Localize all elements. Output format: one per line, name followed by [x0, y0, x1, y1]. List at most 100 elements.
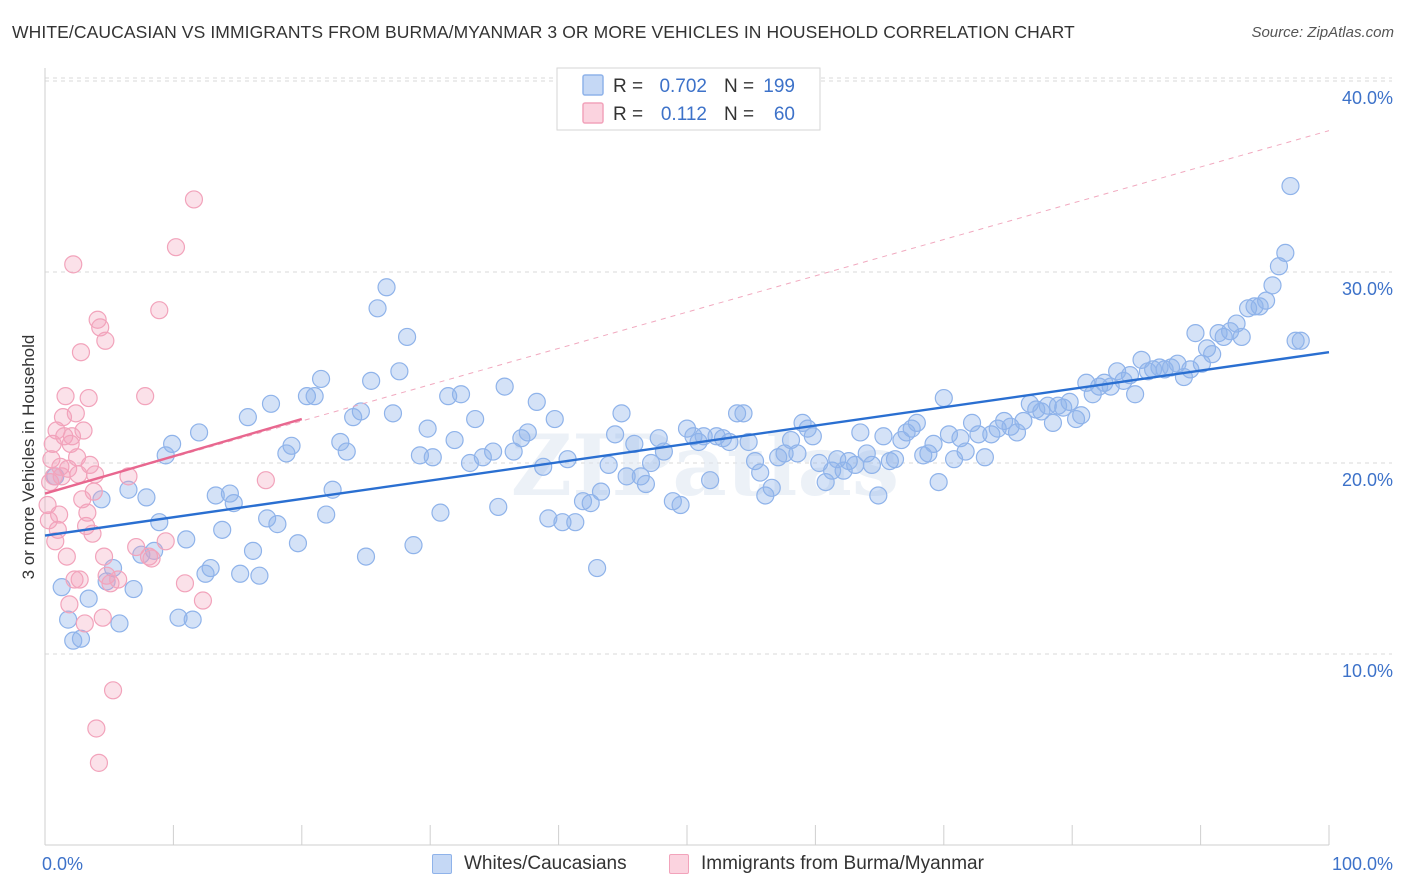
data-point-burma: [84, 482, 103, 501]
data-point-burma: [93, 608, 112, 627]
data-point-burma: [256, 471, 275, 490]
data-point-whites: [751, 463, 770, 482]
data-point-whites: [869, 486, 888, 505]
data-point-burma: [50, 505, 69, 524]
data-point-whites: [762, 478, 781, 497]
data-point-whites: [566, 513, 585, 532]
data-point-burma: [94, 547, 114, 566]
data-point-whites: [677, 419, 697, 438]
data-point-whites: [311, 369, 331, 389]
legend-r-value: 0.112: [661, 104, 707, 125]
data-point-whites: [183, 610, 202, 629]
legend-n-label: N =: [724, 76, 754, 97]
data-point-burma: [136, 387, 155, 406]
data-point-burma: [96, 331, 115, 350]
data-point-whites: [1245, 297, 1264, 316]
data-point-whites: [962, 413, 982, 432]
data-point-whites: [756, 486, 775, 505]
data-point-whites: [418, 419, 437, 438]
data-point-burma: [166, 238, 186, 257]
series-burma-points: [38, 190, 275, 772]
data-point-whites: [1014, 411, 1033, 431]
data-point-whites: [337, 442, 356, 461]
data-point-whites: [377, 278, 396, 297]
data-point-whites: [553, 513, 572, 532]
data-point-burma: [127, 537, 146, 557]
data-point-whites: [1186, 324, 1205, 343]
data-point-whites: [591, 482, 611, 501]
data-point-whites: [671, 495, 690, 515]
data-point-burma: [66, 404, 85, 423]
data-point-burma: [60, 595, 79, 614]
data-point-whites: [258, 509, 277, 528]
data-point-whites: [857, 444, 876, 463]
data-point-burma: [78, 503, 97, 522]
data-point-whites: [701, 471, 720, 490]
data-point-burma: [79, 388, 98, 408]
data-point-whites: [261, 394, 281, 413]
data-point-whites: [605, 425, 625, 444]
data-point-whites: [1256, 291, 1276, 310]
data-point-whites: [473, 448, 492, 467]
data-point-whites: [231, 564, 250, 583]
data-point-burma: [142, 549, 161, 568]
data-point-whites: [495, 377, 514, 396]
data-point-whites: [489, 497, 508, 517]
data-point-whites: [684, 427, 703, 446]
data-point-whites: [213, 520, 232, 539]
data-point-whites: [397, 327, 417, 347]
data-point-whites: [1043, 413, 1063, 432]
data-point-whites: [588, 558, 607, 578]
data-point-whites: [1276, 243, 1295, 262]
legend-label-whites: Whites/Caucasians: [464, 853, 627, 874]
data-point-whites: [902, 419, 921, 438]
data-point-burma: [139, 547, 159, 566]
data-point-whites: [924, 434, 943, 453]
data-point-burma: [89, 753, 109, 772]
legend-r-label: R =: [613, 104, 643, 125]
data-point-whites: [834, 461, 853, 480]
data-point-whites: [79, 589, 98, 608]
y-tick-label: 20.0%: [1342, 470, 1393, 490]
legend-n-label: N =: [724, 104, 754, 125]
tick-labels: 10.0% 20.0% 30.0% 40.0% 0.0% 100.0%: [42, 88, 1393, 874]
data-point-whites: [862, 455, 881, 475]
trend-line-whites: [44, 351, 1330, 537]
data-point-whites: [527, 392, 546, 411]
data-point-whites: [137, 488, 156, 507]
data-point-burma: [184, 190, 204, 209]
data-point-whites: [1126, 385, 1145, 404]
data-point-whites: [238, 408, 257, 427]
source-credit: Source: ZipAtlas.com: [1251, 24, 1394, 41]
data-point-whites: [201, 558, 220, 578]
data-point-whites: [1227, 314, 1246, 333]
data-point-whites: [189, 423, 209, 442]
data-point-whites: [177, 530, 196, 549]
legend-label-burma: Immigrants from Burma/Myanmar: [701, 853, 984, 874]
data-point-burma: [57, 547, 76, 566]
data-point-whites: [739, 432, 758, 452]
data-point-burma: [46, 532, 65, 551]
data-point-whites: [1232, 327, 1251, 347]
data-point-whites: [545, 409, 564, 429]
data-point-burma: [56, 387, 75, 406]
data-point-whites: [445, 430, 464, 450]
data-point-whites: [1263, 276, 1282, 295]
data-point-whites: [649, 429, 668, 448]
data-point-whites: [504, 442, 523, 461]
y-tick-label: 40.0%: [1342, 88, 1393, 108]
data-point-whites: [383, 404, 403, 423]
data-point-whites: [119, 480, 138, 499]
data-point-burma: [71, 343, 91, 362]
data-point-burma: [193, 591, 213, 610]
x-tick-label-min: 0.0%: [42, 854, 83, 874]
data-point-burma: [44, 467, 64, 486]
data-point-whites: [250, 566, 269, 585]
data-point-burma: [91, 318, 110, 337]
data-point-whites: [451, 385, 471, 404]
data-point-burma: [119, 467, 138, 486]
legend-item-whites[interactable]: Whites/Caucasians: [432, 851, 627, 877]
data-point-whites: [71, 629, 91, 648]
legend-item-burma[interactable]: Immigrants from Burma/Myanmar: [669, 851, 984, 877]
data-point-whites: [907, 413, 926, 432]
